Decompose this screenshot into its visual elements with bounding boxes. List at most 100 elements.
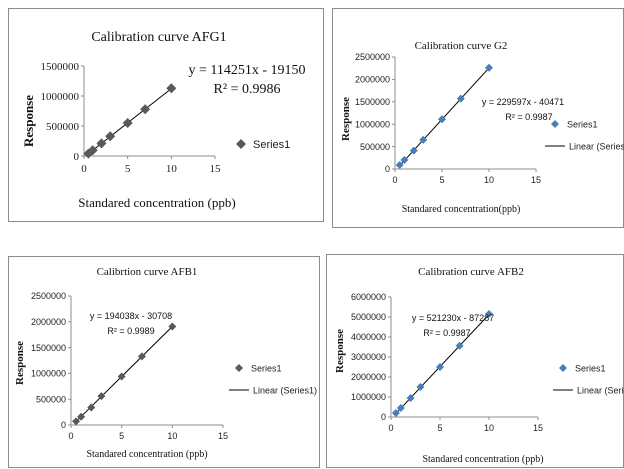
data-point <box>122 118 133 128</box>
chart-panel-afg1: Calibration curve AFG1 Response Standare… <box>8 8 324 222</box>
x-tick-label: 15 <box>210 163 222 175</box>
data-point <box>97 392 106 401</box>
data-point <box>485 63 493 72</box>
legend: Series1 Linear (Series1 <box>553 363 624 395</box>
trend-r2: R² = 0.9987 <box>505 112 552 122</box>
legend-marker <box>551 120 559 128</box>
trend-equation: y = 194038x - 30708 <box>90 311 172 321</box>
legend: Series1 Linear (Series1) <box>229 363 317 395</box>
y-tick-label: 1000000 <box>355 119 390 129</box>
x-ticks: 0 5 10 15 <box>392 169 541 185</box>
y-tick-label: 0 <box>61 420 66 430</box>
x-tick-label: 5 <box>125 163 131 175</box>
y-tick-label: 1500000 <box>41 61 80 73</box>
x-tick-label: 10 <box>484 175 494 185</box>
x-axis-label: Standared concentration (ppb) <box>78 195 235 210</box>
legend-label: Linear (Series1 <box>577 385 624 395</box>
trend-r2: R² = 0.9987 <box>423 328 470 338</box>
y-tick-label: 2000000 <box>351 372 386 382</box>
data-point <box>400 156 409 165</box>
trend-equation: y = 521230x - 87287 <box>412 313 494 323</box>
series-points <box>395 63 493 169</box>
legend-label: Series1 <box>253 139 290 151</box>
y-ticks: 0 500000 1000000 1500000 2000000 2500000 <box>355 52 395 174</box>
data-point <box>87 403 96 412</box>
x-tick-label: 10 <box>166 163 178 175</box>
x-tick-label: 10 <box>167 431 177 441</box>
data-point <box>72 417 81 426</box>
y-axis-label: Response <box>334 329 346 373</box>
data-point <box>77 412 86 421</box>
y-tick-label: 6000000 <box>351 292 386 302</box>
x-tick-label: 0 <box>81 163 87 175</box>
y-tick-label: 3000000 <box>351 352 386 362</box>
y-tick-label: 1000000 <box>351 392 386 402</box>
legend-label: Series1 <box>567 119 598 129</box>
x-ticks: 0 5 10 15 <box>68 425 228 441</box>
y-ticks: 0 500000 1000000 1500000 2000000 2500000 <box>31 291 71 430</box>
y-tick-label: 2500000 <box>355 52 390 62</box>
y-tick-label: 0 <box>381 412 386 422</box>
chart-g2-svg: Calibration curve G2 Response Standared … <box>340 40 624 215</box>
chart-afb2-svg: Calibration curve AFB2 Response Standare… <box>334 266 624 465</box>
y-tick-label: 2000000 <box>355 75 390 85</box>
chart-title: Calibration curve AFB2 <box>418 266 524 278</box>
legend-label: Series1 <box>251 363 282 373</box>
x-tick-label: 15 <box>218 431 228 441</box>
y-axis-label: Response <box>340 97 352 141</box>
chart-afg1-svg: Calibration curve AFG1 Response Standare… <box>21 30 306 210</box>
data-point <box>140 104 151 115</box>
data-point <box>395 160 404 169</box>
legend-marker <box>559 364 567 372</box>
chart-title: Calibrtion curve AFB1 <box>97 266 198 278</box>
chart-title: Calibration curve AFG1 <box>91 30 226 45</box>
legend: Series1 <box>236 139 290 151</box>
y-tick-label: 0 <box>385 164 390 174</box>
legend: Series1 Linear (Series1) <box>545 119 624 151</box>
y-ticks: 0 1000000 2000000 3000000 4000000 5000000 6000… <box>351 292 391 422</box>
y-tick-label: 500000 <box>46 121 80 133</box>
legend-label: Series1 <box>575 363 606 373</box>
data-point <box>137 352 146 361</box>
chart-panel-afb1: Calibrtion curve AFB1 Response Standared… <box>8 256 320 468</box>
series-points <box>83 83 177 159</box>
chart-title: Calibration curve G2 <box>415 40 508 52</box>
x-tick-label: 10 <box>484 423 494 433</box>
series-points <box>72 322 177 426</box>
chart-panel-afb2: Calibration curve AFB2 Response Standare… <box>326 254 624 468</box>
x-tick-label: 5 <box>437 423 442 433</box>
series-points <box>391 310 493 417</box>
data-point <box>117 372 126 381</box>
legend-label: Linear (Series1) <box>569 141 624 151</box>
trend-r2: R² = 0.9986 <box>214 82 281 97</box>
x-axis-label: Standared concentration (ppb) <box>422 454 543 465</box>
data-point <box>87 145 98 156</box>
y-tick-label: 1000000 <box>31 369 66 379</box>
x-tick-label: 5 <box>439 175 444 185</box>
y-tick-label: 1000000 <box>41 91 80 103</box>
data-point <box>168 322 177 331</box>
chart-panel-g2: Calibration curve G2 Response Standared … <box>332 8 624 228</box>
x-tick-label: 15 <box>531 175 541 185</box>
x-ticks: 0 5 10 15 <box>388 417 543 433</box>
y-tick-label: 0 <box>74 151 80 163</box>
data-point <box>456 94 465 103</box>
trend-equation: y = 229597x - 40471 <box>482 97 564 107</box>
data-point <box>396 404 405 412</box>
data-point <box>416 383 425 391</box>
legend-marker <box>235 364 243 372</box>
y-axis-label: Response <box>21 95 36 147</box>
data-point <box>166 83 177 94</box>
data-point <box>485 310 493 318</box>
x-tick-label: 15 <box>533 423 543 433</box>
y-tick-label: 4000000 <box>351 332 386 342</box>
y-tick-label: 1500000 <box>355 97 390 107</box>
data-point <box>96 138 107 149</box>
legend-marker <box>236 139 246 149</box>
x-tick-label: 0 <box>68 431 73 441</box>
data-point <box>419 135 428 144</box>
y-tick-label: 5000000 <box>351 312 386 322</box>
y-ticks: 0 500000 1000000 1500000 <box>41 61 84 163</box>
x-tick-label: 0 <box>388 423 393 433</box>
y-tick-label: 1500000 <box>31 343 66 353</box>
